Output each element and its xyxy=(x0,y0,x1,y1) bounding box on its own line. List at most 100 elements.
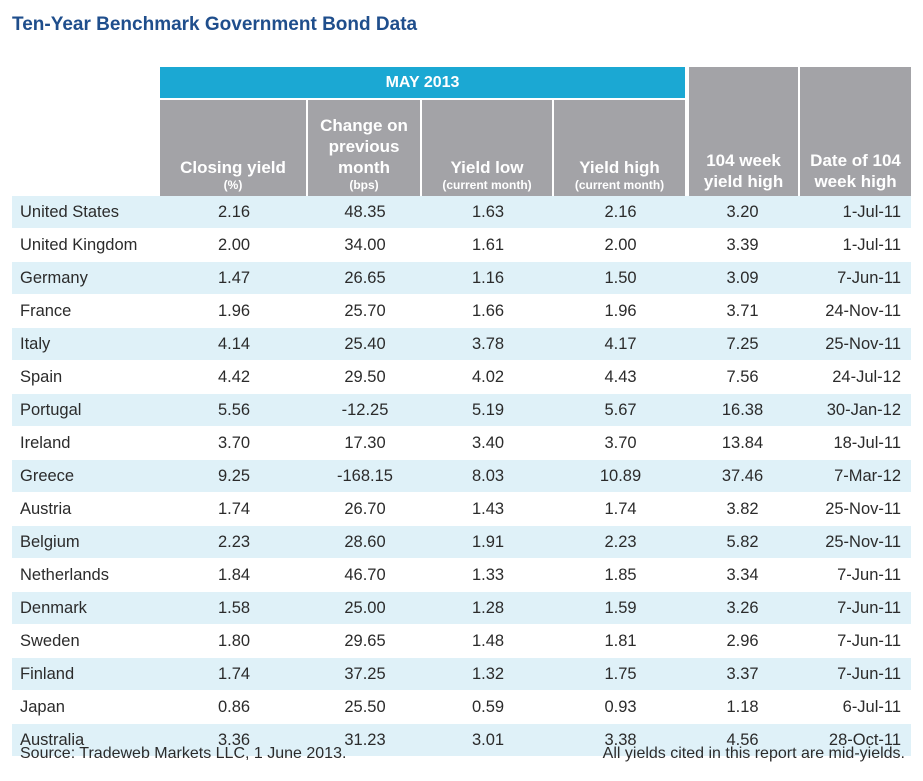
cell-yield-low: 1.32 xyxy=(422,658,554,691)
cell-yield-low: 1.91 xyxy=(422,526,554,559)
cell-yield-high: 4.17 xyxy=(554,328,688,361)
cell-closing-yield: 2.00 xyxy=(160,229,308,262)
table-row: Sweden 1.80 29.65 1.48 1.81 2.96 7-Jun-11 xyxy=(12,625,912,658)
cell-yield-high: 2.16 xyxy=(554,196,688,229)
cell-closing-yield: 3.70 xyxy=(160,427,308,460)
table-row: Austria 1.74 26.70 1.43 1.74 3.82 25-Nov-11 xyxy=(12,493,912,526)
cell-date-104-high: 1-Jul-11 xyxy=(798,196,912,229)
cell-week-104-high: 2.96 xyxy=(687,625,799,658)
cell-closing-yield: 1.74 xyxy=(160,493,308,526)
cell-yield-low: 4.02 xyxy=(422,361,554,394)
table-row: Finland 1.74 37.25 1.32 1.75 3.37 7-Jun-11 xyxy=(12,658,912,691)
cell-change-bps: 46.70 xyxy=(308,559,422,592)
cell-change-bps: 31.23 xyxy=(308,724,422,757)
header-yield-high-sub: (current month) xyxy=(574,178,665,192)
header-change-line2: previous xyxy=(328,137,400,156)
cell-yield-low: 1.61 xyxy=(422,229,554,262)
header-change-on-previous-month: Change on previous month (bps) xyxy=(308,98,422,196)
cell-yield-low: 1.33 xyxy=(422,559,554,592)
header-month: MAY 2013 xyxy=(160,67,688,98)
header-change-unit: (bps) xyxy=(349,178,379,192)
cell-country: Australia xyxy=(12,724,160,757)
cell-closing-yield: 1.84 xyxy=(160,559,308,592)
cell-country: Denmark xyxy=(12,592,160,625)
cell-change-bps: 29.65 xyxy=(308,625,422,658)
mid-yields-note: All yields cited in this report are mid-… xyxy=(602,745,905,762)
table-row: Australia 3.36 31.23 3.01 3.38 4.56 28-Oct-11 xyxy=(12,724,912,757)
cell-date-104-high: 24-Jul-12 xyxy=(798,361,912,394)
header-yield-high: Yield high (current month) xyxy=(554,98,688,196)
cell-closing-yield: 1.74 xyxy=(160,658,308,691)
header-change-line3: month xyxy=(338,158,390,177)
cell-yield-high: 5.67 xyxy=(554,394,688,427)
source-note: Source: Tradeweb Markets LLC, 1 June 201… xyxy=(20,745,347,762)
cell-week-104-high: 3.39 xyxy=(687,229,799,262)
header-closing-yield-label: Closing yield xyxy=(180,158,286,177)
cell-yield-low: 1.43 xyxy=(422,493,554,526)
header-change-line1: Change on xyxy=(320,116,408,135)
cell-change-bps: 29.50 xyxy=(308,361,422,394)
table-row: Italy 4.14 25.40 3.78 4.17 7.25 25-Nov-11 xyxy=(12,328,912,361)
cell-yield-low: 5.19 xyxy=(422,394,554,427)
cell-yield-low: 3.01 xyxy=(422,724,554,757)
cell-closing-yield: 4.42 xyxy=(160,361,308,394)
cell-country: Germany xyxy=(12,262,160,295)
cell-yield-high: 1.85 xyxy=(554,559,688,592)
cell-country: Spain xyxy=(12,361,160,394)
cell-yield-high: 1.75 xyxy=(554,658,688,691)
cell-week-104-high: 37.46 xyxy=(687,460,799,493)
header-closing-yield-unit: (%) xyxy=(223,178,243,192)
cell-closing-yield: 5.56 xyxy=(160,394,308,427)
cell-date-104-high: 18-Jul-11 xyxy=(798,427,912,460)
cell-yield-low: 3.78 xyxy=(422,328,554,361)
cell-yield-high: 1.59 xyxy=(554,592,688,625)
cell-yield-high: 3.70 xyxy=(554,427,688,460)
cell-week-104-high: 3.20 xyxy=(687,196,799,229)
cell-change-bps: 26.65 xyxy=(308,262,422,295)
table-row: Portugal 5.56 -12.25 5.19 5.67 16.38 30-Jan-12 xyxy=(12,394,912,427)
cell-change-bps: 25.40 xyxy=(308,328,422,361)
cell-country: Ireland xyxy=(12,427,160,460)
cell-country: United Kingdom xyxy=(12,229,160,262)
cell-country: Sweden xyxy=(12,625,160,658)
cell-closing-yield: 1.96 xyxy=(160,295,308,328)
table-row: Greece 9.25 -168.15 8.03 10.89 37.46 7-Mar-12 xyxy=(12,460,912,493)
cell-yield-high: 1.74 xyxy=(554,493,688,526)
cell-yield-high: 0.93 xyxy=(554,691,688,724)
cell-country: Greece xyxy=(12,460,160,493)
cell-week-104-high: 3.82 xyxy=(687,493,799,526)
cell-week-104-high: 16.38 xyxy=(687,394,799,427)
cell-closing-yield: 1.58 xyxy=(160,592,308,625)
cell-yield-low: 1.63 xyxy=(422,196,554,229)
cell-closing-yield: 3.36 xyxy=(160,724,308,757)
cell-change-bps: 17.30 xyxy=(308,427,422,460)
cell-week-104-high: 3.34 xyxy=(687,559,799,592)
cell-change-bps: 34.00 xyxy=(308,229,422,262)
cell-yield-low: 0.59 xyxy=(422,691,554,724)
cell-yield-high: 1.96 xyxy=(554,295,688,328)
cell-week-104-high: 3.09 xyxy=(687,262,799,295)
cell-country: Italy xyxy=(12,328,160,361)
cell-country: Japan xyxy=(12,691,160,724)
cell-week-104-high: 5.82 xyxy=(687,526,799,559)
cell-date-104-high: 25-Nov-11 xyxy=(798,493,912,526)
cell-date-104-high: 7-Mar-12 xyxy=(798,460,912,493)
cell-week-104-high: 1.18 xyxy=(687,691,799,724)
table-row: Denmark 1.58 25.00 1.28 1.59 3.26 7-Jun-11 xyxy=(12,592,912,625)
header-104-week-line1: 104 week xyxy=(706,151,781,170)
cell-week-104-high: 3.26 xyxy=(687,592,799,625)
cell-date-104-high: 7-Jun-11 xyxy=(798,262,912,295)
table-row: France 1.96 25.70 1.66 1.96 3.71 24-Nov-11 xyxy=(12,295,912,328)
cell-change-bps: -168.15 xyxy=(308,460,422,493)
cell-week-104-high: 4.56 xyxy=(687,724,799,757)
table-row: United States 2.16 48.35 1.63 2.16 3.20 1-Jul-… xyxy=(12,196,912,229)
cell-country: France xyxy=(12,295,160,328)
cell-closing-yield: 2.23 xyxy=(160,526,308,559)
cell-date-104-high: 24-Nov-11 xyxy=(798,295,912,328)
cell-yield-low: 8.03 xyxy=(422,460,554,493)
cell-date-104-high: 7-Jun-11 xyxy=(798,625,912,658)
header-date-line2: week high xyxy=(814,172,897,191)
cell-date-104-high: 7-Jun-11 xyxy=(798,559,912,592)
cell-country: Austria xyxy=(12,493,160,526)
cell-yield-high: 2.00 xyxy=(554,229,688,262)
